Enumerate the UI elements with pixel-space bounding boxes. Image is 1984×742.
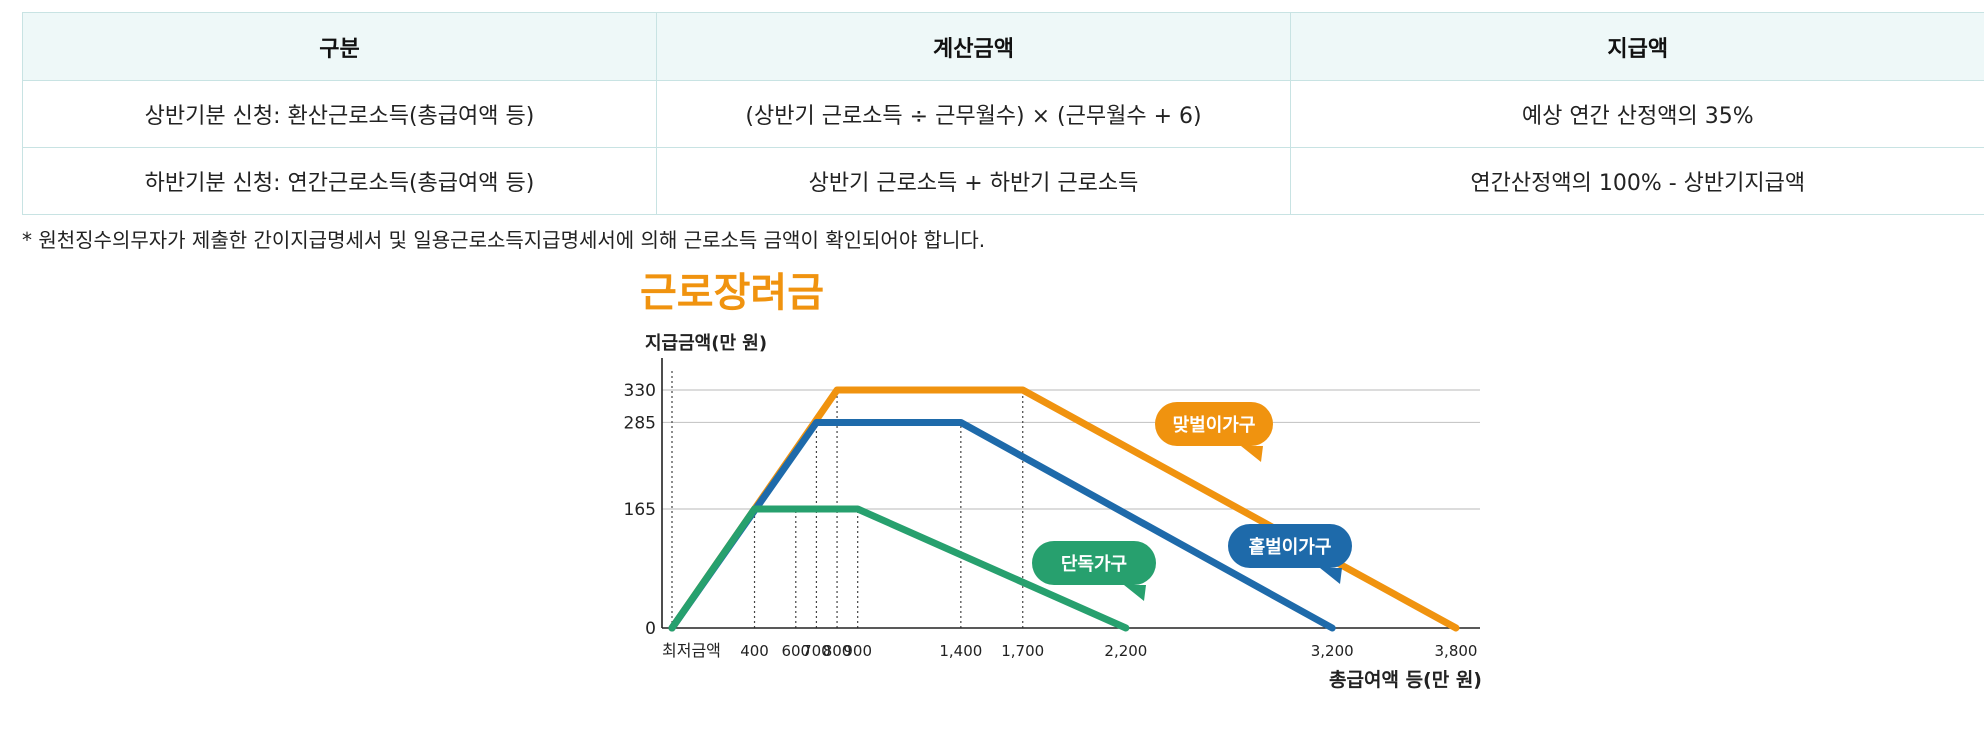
chart-title: 근로장려금 — [640, 270, 824, 316]
series-line-홑벌이가구 — [668, 418, 1336, 632]
header-payment: 지급액 — [1290, 12, 1984, 81]
table-cell: 연간산정액의 100% - 상반기지급액 — [1290, 147, 1984, 215]
x-axis-label: 총급여액 등(만 원) — [1329, 669, 1482, 691]
y-tick-label: 285 — [624, 413, 656, 433]
table-row: 하반기분 신청: 연간근로소득(총급여액 등) 상반기 근로소득 + 하반기 근… — [22, 147, 1984, 215]
y-tick-label: 0 — [645, 619, 656, 639]
x-tick-label: 800 — [823, 642, 852, 660]
x-tick-label: 1,700 — [1001, 642, 1044, 660]
legend-bubble — [1155, 402, 1273, 462]
y-tick-label: 330 — [624, 381, 656, 401]
legend-label: 홑벌이가구 — [1249, 536, 1332, 558]
x-tick-label: 3,800 — [1435, 642, 1478, 660]
x-tick-label: 3,200 — [1311, 642, 1354, 660]
x-tick-label: 2,200 — [1104, 642, 1147, 660]
table-cell: 하반기분 신청: 연간근로소득(총급여액 등) — [22, 147, 657, 215]
x-tick-label: 600 — [781, 642, 810, 660]
x-origin-label: 최저금액 — [662, 641, 721, 660]
y-tick-label: 165 — [624, 500, 656, 520]
x-tick-label: 900 — [843, 642, 872, 660]
series-line-단독가구 — [668, 505, 1130, 632]
legend-label: 단독가구 — [1061, 554, 1127, 575]
table-cell: 예상 연간 산정액의 35% — [1290, 80, 1984, 148]
x-tick-label: 400 — [740, 642, 769, 660]
legend-label: 맞벌이가구 — [1173, 415, 1256, 436]
eligibility-table: 구분 계산금액 지급액 상반기분 신청: 환산근로소득(총급여액 등) (상반기… — [22, 12, 1984, 215]
x-tick-label: 1,400 — [939, 642, 982, 660]
y-axis-label: 지급금액(만 원) — [645, 333, 767, 354]
legend-bubble — [1228, 524, 1352, 584]
header-calculation: 계산금액 — [656, 12, 1291, 81]
legend-bubble — [1032, 541, 1156, 601]
table-cell: 상반기분 신청: 환산근로소득(총급여액 등) — [22, 80, 657, 148]
header-category: 구분 — [22, 12, 657, 81]
x-tick-label: 700 — [802, 642, 831, 660]
footnote: * 원천징수의무자가 제출한 간이지급명세서 및 일용근로소득지급명세서에 의해… — [22, 228, 986, 252]
table-header-row: 구분 계산금액 지급액 — [22, 12, 1984, 81]
